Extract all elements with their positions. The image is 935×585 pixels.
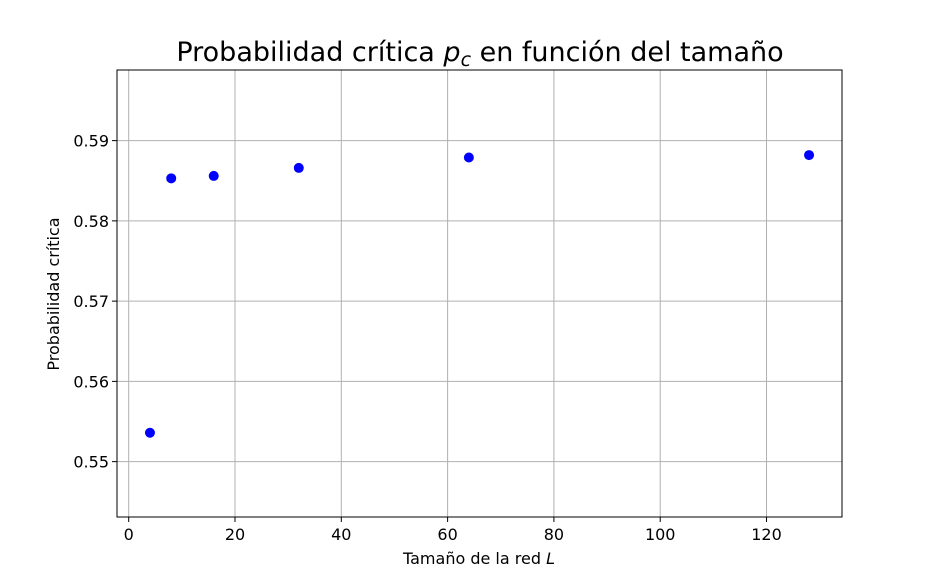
y-tick-label: 0.55: [73, 453, 109, 472]
data-point: [166, 173, 177, 184]
chart-title-suffix: en función del tamaño: [471, 37, 784, 68]
x-tick-label: 100: [645, 525, 676, 544]
chart-title: Probabilidad crítica pc en función del t…: [176, 37, 783, 71]
chart-title-prefix: Probabilidad crítica: [176, 37, 443, 68]
x-tick-label: 0: [124, 525, 134, 544]
plot-frame: [116, 69, 843, 518]
x-tick-label: 40: [331, 525, 351, 544]
data-point: [293, 162, 304, 173]
grid: [117, 70, 842, 517]
data-point: [208, 170, 219, 181]
x-axis-label-math: L: [546, 549, 555, 568]
data-point: [144, 427, 155, 438]
x-tick-label: 60: [437, 525, 457, 544]
y-axis: 0.55 0.56 0.57 0.58 0.59: [73, 132, 117, 472]
chart-title-math: p: [442, 37, 460, 68]
x-tick-label: 20: [225, 525, 245, 544]
data-point: [463, 152, 474, 163]
data-point: [804, 150, 815, 161]
x-axis-label-text: Tamaño de la red: [402, 549, 546, 568]
y-tick-label: 0.58: [73, 212, 109, 231]
x-axis-label: Tamaño de la red L: [402, 549, 555, 568]
y-tick-label: 0.59: [73, 132, 109, 151]
y-tick-label: 0.56: [73, 372, 109, 391]
data-points: [144, 150, 815, 438]
chart-title-math-subscript: c: [461, 49, 472, 71]
x-axis: 0 20 40 60 80 100 120: [124, 517, 782, 544]
x-tick-label: 80: [544, 525, 564, 544]
y-axis-label: Probabilidad crítica: [44, 217, 63, 370]
x-tick-label: 120: [751, 525, 782, 544]
y-tick-label: 0.57: [73, 292, 109, 311]
